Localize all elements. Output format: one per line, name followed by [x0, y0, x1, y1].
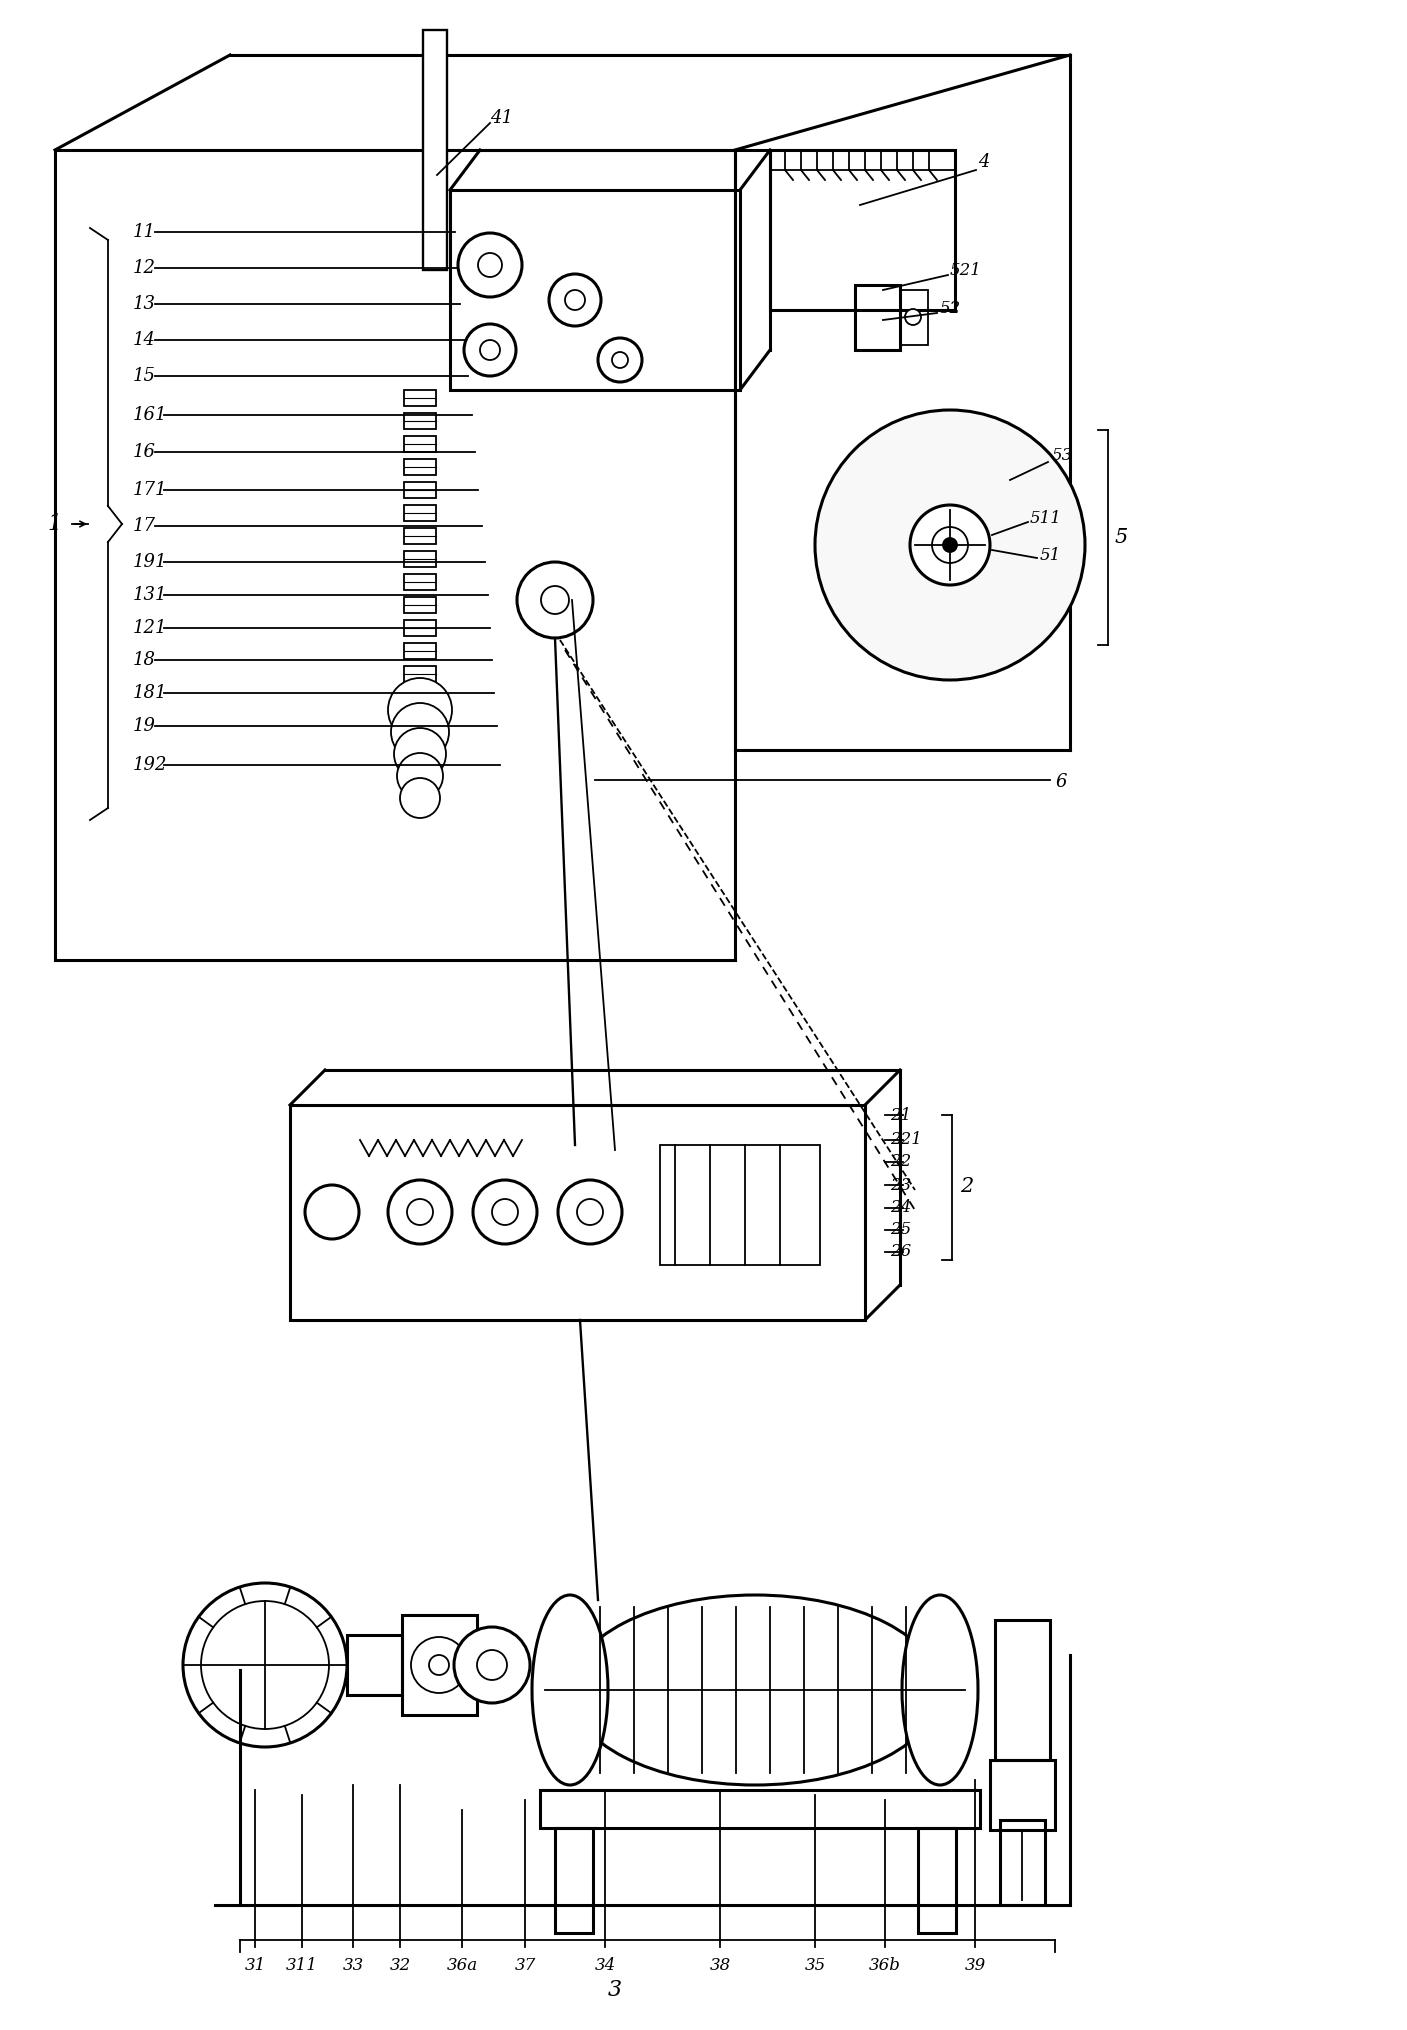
- Ellipse shape: [532, 1596, 608, 1784]
- Text: 39: 39: [964, 1957, 986, 1973]
- Text: 192: 192: [134, 755, 167, 773]
- FancyBboxPatch shape: [424, 30, 447, 270]
- Circle shape: [492, 1200, 518, 1224]
- Text: 121: 121: [134, 619, 167, 637]
- Circle shape: [559, 1179, 622, 1244]
- Text: 36b: 36b: [870, 1957, 900, 1973]
- Circle shape: [480, 339, 499, 359]
- Text: 52: 52: [940, 300, 961, 317]
- Text: 22: 22: [891, 1153, 912, 1171]
- Text: 19: 19: [134, 717, 156, 735]
- Text: 18: 18: [134, 652, 156, 670]
- Circle shape: [478, 254, 502, 276]
- Text: 3: 3: [608, 1979, 622, 2002]
- Circle shape: [905, 309, 922, 325]
- Circle shape: [577, 1200, 604, 1224]
- Text: 38: 38: [709, 1957, 730, 1973]
- Text: 131: 131: [134, 587, 167, 605]
- Text: 181: 181: [134, 684, 167, 702]
- Text: 6: 6: [1055, 773, 1067, 792]
- Text: 16: 16: [134, 443, 156, 461]
- Circle shape: [400, 777, 440, 818]
- Text: 2: 2: [960, 1177, 974, 1196]
- Text: 5: 5: [1114, 528, 1128, 546]
- Circle shape: [411, 1636, 467, 1693]
- Text: 35: 35: [805, 1957, 826, 1973]
- Text: 1: 1: [48, 514, 62, 536]
- Circle shape: [549, 274, 601, 327]
- Text: 21: 21: [891, 1106, 912, 1123]
- Circle shape: [429, 1654, 449, 1675]
- Text: 4: 4: [978, 152, 989, 171]
- Text: 25: 25: [891, 1222, 912, 1238]
- Circle shape: [454, 1626, 530, 1703]
- Text: 17: 17: [134, 518, 156, 536]
- Circle shape: [598, 339, 642, 382]
- Circle shape: [183, 1583, 348, 1748]
- Text: 41: 41: [490, 110, 514, 128]
- Text: 23: 23: [891, 1177, 912, 1194]
- Text: 171: 171: [134, 481, 167, 499]
- Circle shape: [931, 528, 968, 562]
- Text: 24: 24: [891, 1200, 912, 1216]
- Circle shape: [815, 410, 1085, 680]
- Circle shape: [542, 587, 568, 613]
- Circle shape: [388, 1179, 452, 1244]
- Text: 12: 12: [134, 260, 156, 276]
- Text: 13: 13: [134, 294, 156, 313]
- Circle shape: [464, 325, 516, 376]
- Text: 161: 161: [134, 406, 167, 424]
- Text: 51: 51: [1040, 546, 1061, 564]
- Circle shape: [566, 290, 585, 311]
- Ellipse shape: [570, 1596, 940, 1784]
- Text: 34: 34: [594, 1957, 616, 1973]
- Text: 15: 15: [134, 367, 156, 386]
- Text: 221: 221: [891, 1131, 922, 1149]
- Circle shape: [397, 753, 443, 800]
- Text: 36a: 36a: [446, 1957, 477, 1973]
- Text: 31: 31: [245, 1957, 266, 1973]
- Circle shape: [201, 1602, 329, 1730]
- Text: 311: 311: [286, 1957, 318, 1973]
- Circle shape: [943, 538, 957, 552]
- Text: 191: 191: [134, 552, 167, 570]
- Text: 521: 521: [950, 262, 982, 278]
- Circle shape: [305, 1186, 359, 1238]
- Circle shape: [473, 1179, 537, 1244]
- Circle shape: [394, 729, 446, 780]
- Text: 14: 14: [134, 331, 156, 349]
- Text: 32: 32: [390, 1957, 411, 1973]
- Text: 37: 37: [515, 1957, 536, 1973]
- Circle shape: [459, 233, 522, 296]
- Circle shape: [516, 562, 592, 637]
- Text: 53: 53: [1052, 447, 1074, 463]
- Circle shape: [391, 702, 449, 761]
- Text: 33: 33: [342, 1957, 363, 1973]
- Circle shape: [910, 505, 991, 585]
- Text: 511: 511: [1030, 510, 1062, 526]
- Circle shape: [388, 678, 452, 743]
- Circle shape: [612, 351, 628, 367]
- Text: 26: 26: [891, 1244, 912, 1261]
- Circle shape: [407, 1200, 433, 1224]
- Text: 11: 11: [134, 223, 156, 242]
- Circle shape: [477, 1650, 507, 1681]
- Ellipse shape: [902, 1596, 978, 1784]
